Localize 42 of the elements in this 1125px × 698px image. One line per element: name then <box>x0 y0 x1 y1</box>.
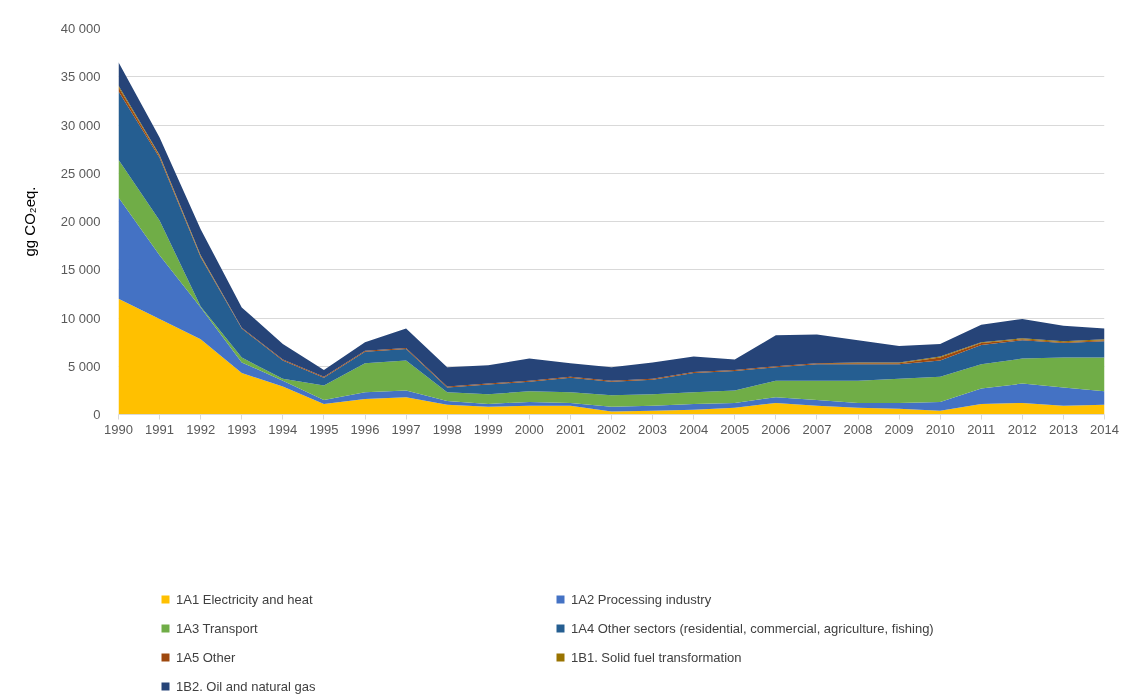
x-tick-label: 2007 <box>802 421 832 437</box>
legend-label: 1A1 Electricity and heat <box>176 590 314 609</box>
y-tick-label: 10 000 <box>60 310 101 326</box>
x-tick-label: 2009 <box>884 421 914 437</box>
x-tick-label: 1990 <box>104 421 133 437</box>
x-tick-label: 2004 <box>679 421 709 437</box>
y-axis-title: gg CO₂eq. <box>20 186 38 257</box>
legend-label: 1A5 Other <box>176 648 237 667</box>
x-tick-label: 1992 <box>186 421 216 437</box>
x-tick-label: 2003 <box>638 421 668 437</box>
y-tick-label: 0 <box>93 407 101 422</box>
x-tick-label: 2013 <box>1048 421 1078 437</box>
legend-label: 1B2. Oil and natural gas <box>176 677 317 696</box>
legend-label: 1B1. Solid fuel transformation <box>571 648 743 667</box>
x-tick-label: 1999 <box>473 421 503 437</box>
legend-label: 1A2 Processing industry <box>571 590 713 609</box>
x-tick-label: 1991 <box>145 421 175 437</box>
y-tick-label: 20 000 <box>60 214 101 229</box>
x-tick-label: 2000 <box>514 421 544 437</box>
legend-label: 1A3 Transport <box>176 619 259 638</box>
x-tick-label: 2005 <box>720 421 750 437</box>
x-tick-label: 2001 <box>555 421 585 437</box>
x-tick-label: 1998 <box>432 421 462 437</box>
x-tick-label: 2011 <box>967 421 996 437</box>
x-tick-label: 1994 <box>268 421 298 437</box>
y-tick-label: 30 000 <box>60 117 101 133</box>
x-tick-label: 2010 <box>925 421 955 437</box>
x-tick-label: 1996 <box>350 421 380 437</box>
y-tick-label: 15 000 <box>60 262 101 278</box>
x-tick-label: 1995 <box>309 421 339 437</box>
legend-label: 1A4 Other sectors (residential, commercial, agriculture, fishing) <box>571 619 935 638</box>
x-tick-label: 2014 <box>1090 421 1119 437</box>
y-tick-label: 5 000 <box>67 358 101 374</box>
x-tick-label: 1993 <box>227 421 257 437</box>
x-tick-label: 1997 <box>391 421 421 437</box>
x-tick-label: 2012 <box>1007 421 1037 437</box>
y-tick-label: 35 000 <box>60 69 101 85</box>
y-tick-label: 40 000 <box>60 21 101 36</box>
y-tick-label: 25 000 <box>60 165 101 181</box>
x-tick-label: 2002 <box>597 421 626 437</box>
x-tick-label: 2006 <box>761 421 791 437</box>
x-tick-label: 2008 <box>843 421 873 437</box>
